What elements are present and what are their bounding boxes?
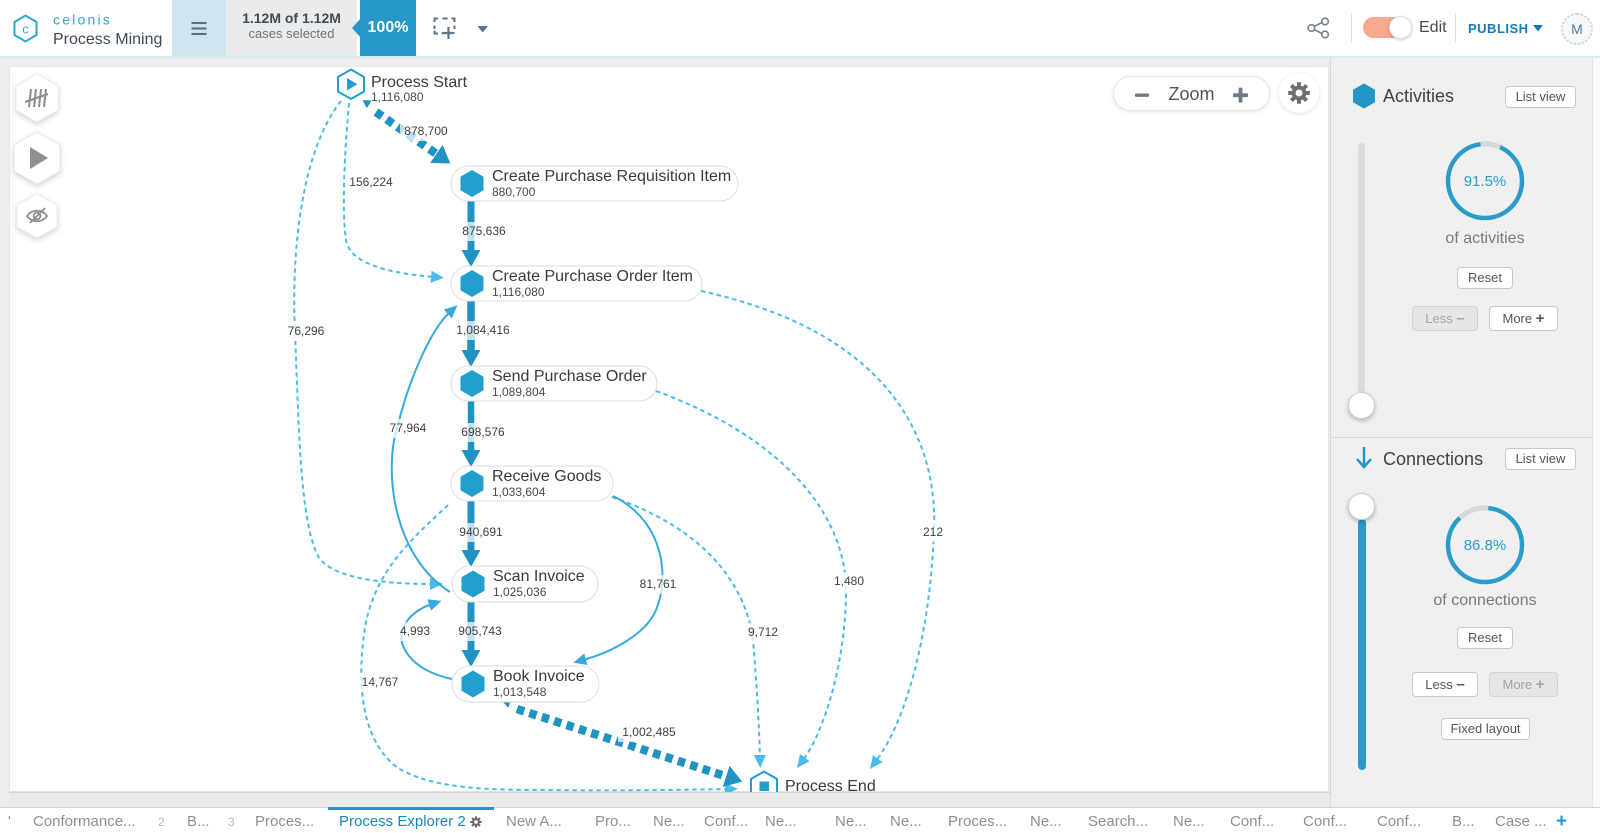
svg-text:91.5%: 91.5%	[1464, 173, 1507, 190]
svg-text:1,084,416: 1,084,416	[456, 323, 510, 337]
svg-text:Activities: Activities	[1383, 86, 1454, 106]
svg-text:4,993: 4,993	[400, 624, 430, 638]
svg-text:Receive Goods: Receive Goods	[492, 468, 601, 485]
svg-text:1,116,080: 1,116,080	[371, 90, 424, 104]
svg-text:Process Mining: Process Mining	[53, 31, 162, 48]
svg-text:celonis: celonis	[53, 12, 112, 28]
svg-text:1,013,548: 1,013,548	[493, 685, 547, 699]
svg-text:212: 212	[923, 525, 943, 539]
svg-text:156,224: 156,224	[349, 175, 393, 189]
svg-text:940,691: 940,691	[459, 525, 503, 539]
svg-text:Send Purchase Order: Send Purchase Order	[492, 368, 647, 385]
svg-text:Create Purchase Order Item: Create Purchase Order Item	[492, 268, 693, 285]
svg-text:1,480: 1,480	[834, 574, 864, 588]
svg-text:c: c	[22, 22, 29, 37]
svg-text:77,964: 77,964	[390, 421, 427, 435]
svg-text:Book Invoice: Book Invoice	[493, 668, 585, 685]
svg-text:Process Start: Process Start	[371, 74, 468, 91]
svg-text:1,025,036: 1,025,036	[493, 585, 547, 599]
svg-text:1,089,804: 1,089,804	[492, 385, 546, 399]
svg-text:878,700: 878,700	[404, 124, 448, 138]
svg-text:875,636: 875,636	[462, 224, 506, 238]
svg-text:76,296: 76,296	[288, 324, 325, 338]
svg-text:1,002,485: 1,002,485	[622, 725, 676, 739]
svg-text:9,712: 9,712	[748, 625, 778, 639]
svg-text:81,761: 81,761	[640, 577, 677, 591]
svg-text:698,576: 698,576	[461, 425, 505, 439]
svg-text:905,743: 905,743	[458, 624, 502, 638]
svg-text:86.8%: 86.8%	[1464, 537, 1507, 554]
svg-text:of connections: of connections	[1433, 592, 1536, 609]
svg-text:14,767: 14,767	[362, 675, 399, 689]
svg-text:Create Purchase Requisition It: Create Purchase Requisition Item	[492, 168, 731, 185]
svg-text:Process End: Process End	[785, 778, 876, 792]
svg-text:of activities: of activities	[1445, 230, 1524, 247]
svg-text:880,700: 880,700	[492, 185, 536, 199]
svg-text:Scan Invoice: Scan Invoice	[493, 568, 585, 585]
svg-text:1,116,080: 1,116,080	[492, 285, 545, 299]
svg-text:1,033,604: 1,033,604	[492, 485, 546, 499]
svg-text:Connections: Connections	[1383, 449, 1483, 469]
